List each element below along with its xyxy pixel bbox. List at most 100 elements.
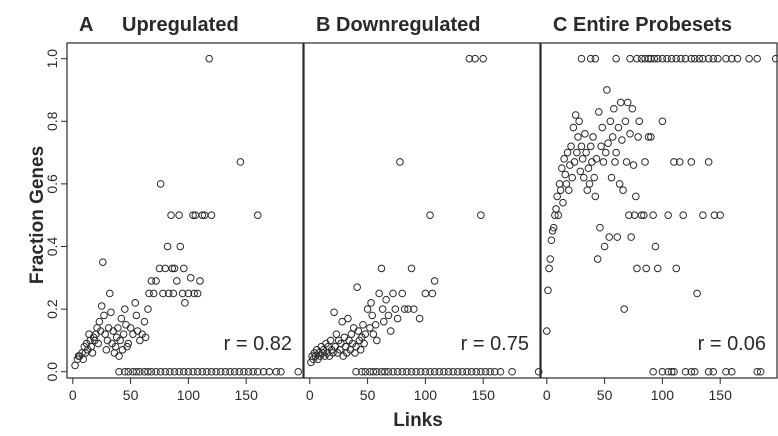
- data-point: [716, 211, 724, 219]
- data-point: [486, 367, 494, 376]
- data-point: [591, 192, 600, 201]
- data-point: [253, 367, 262, 376]
- data-point: [619, 186, 627, 194]
- data-point: [625, 211, 633, 219]
- data-point: [578, 155, 587, 163]
- data-point: [426, 367, 434, 376]
- data-point: [384, 367, 393, 376]
- data-point: [612, 54, 620, 63]
- data-point: [428, 289, 437, 298]
- data-point: [560, 155, 568, 163]
- data-point: [114, 324, 122, 332]
- data-point: [149, 289, 158, 298]
- data-point: [610, 104, 618, 113]
- data-point: [595, 108, 603, 116]
- data-point: [670, 158, 678, 166]
- data-point: [178, 289, 187, 298]
- data-point: [508, 367, 516, 376]
- x-axis-title: Links: [393, 410, 443, 431]
- data-point: [161, 367, 170, 376]
- data-point: [196, 277, 204, 285]
- data-point: [389, 367, 397, 376]
- data-point: [598, 123, 607, 132]
- y-tick-label: 0.8: [44, 111, 60, 131]
- data-point: [733, 54, 742, 63]
- data-point: [632, 192, 640, 201]
- panel-letter: B: [316, 14, 330, 36]
- data-point: [695, 54, 704, 63]
- data-point: [236, 158, 245, 166]
- data-point: [382, 295, 390, 304]
- data-point: [710, 211, 719, 219]
- data-point: [490, 367, 499, 376]
- data-point: [579, 173, 588, 182]
- data-point: [623, 98, 632, 107]
- data-point: [675, 158, 684, 166]
- data-point: [699, 54, 707, 63]
- data-point: [603, 86, 611, 94]
- data-point: [640, 211, 648, 219]
- data-point: [360, 339, 368, 348]
- data-point: [332, 330, 341, 338]
- data-point: [571, 111, 580, 119]
- data-point: [496, 367, 505, 376]
- data-point: [203, 367, 211, 376]
- data-point: [359, 320, 367, 329]
- data-point: [658, 367, 667, 376]
- panel-letter: C: [553, 14, 567, 36]
- data-point: [277, 367, 285, 376]
- data-point: [132, 367, 141, 376]
- data-point: [393, 367, 402, 376]
- data-point: [109, 327, 118, 335]
- panel-frame: [303, 42, 541, 379]
- data-point: [330, 308, 338, 317]
- data-point: [349, 324, 358, 332]
- data-point: [722, 367, 730, 376]
- data-point: [166, 367, 174, 376]
- data-point: [207, 211, 216, 219]
- data-point: [361, 367, 370, 376]
- data-point: [147, 367, 156, 376]
- data-point: [358, 367, 366, 376]
- data-point: [129, 330, 137, 338]
- data-point: [116, 336, 124, 345]
- data-point: [184, 367, 193, 376]
- data-point: [393, 314, 402, 323]
- data-point: [145, 289, 153, 298]
- data-point: [389, 289, 397, 298]
- data-point: [693, 289, 701, 298]
- data-point: [421, 289, 430, 298]
- data-point: [753, 367, 761, 376]
- data-point: [94, 339, 103, 348]
- data-point: [163, 242, 172, 251]
- data-point: [179, 367, 188, 376]
- data-point: [169, 289, 178, 298]
- data-point: [592, 155, 601, 163]
- data-point: [663, 54, 671, 63]
- data-point: [115, 352, 123, 360]
- data-point: [121, 305, 129, 313]
- data-point: [430, 367, 439, 376]
- data-point: [104, 324, 113, 332]
- x-tick-label: 150: [709, 387, 733, 403]
- data-point: [690, 54, 699, 63]
- data-point: [398, 289, 407, 298]
- data-point: [613, 233, 622, 241]
- data-point: [615, 180, 624, 188]
- data-point: [709, 367, 718, 376]
- data-point: [377, 264, 386, 273]
- data-point: [667, 367, 676, 376]
- data-point: [687, 367, 696, 376]
- data-point: [117, 314, 126, 323]
- data-point: [294, 367, 303, 376]
- data-point: [477, 211, 485, 219]
- data-point: [378, 305, 387, 313]
- data-point: [71, 361, 79, 370]
- data-point: [212, 367, 220, 376]
- data-point: [122, 320, 130, 329]
- data-point: [564, 186, 573, 194]
- x-tick-label: 100: [651, 387, 675, 403]
- panel-c: C Entire Probesets 0 50 100 150 r = 0.06: [540, 14, 778, 403]
- data-point: [628, 104, 637, 113]
- data-point: [727, 54, 736, 63]
